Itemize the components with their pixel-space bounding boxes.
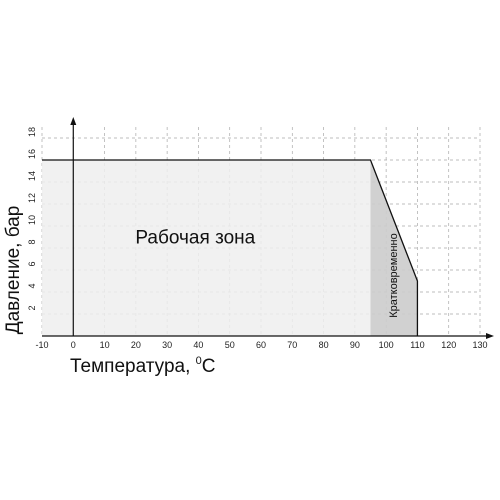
short-term-zone-area [370,160,418,336]
working-zone-area [42,160,371,336]
x-tick-label: 100 [379,340,394,350]
y-tick-label: 14 [27,171,37,181]
x-tick-label: 0 [71,340,76,350]
x-tick-label: 90 [350,340,360,350]
x-tick-label: 130 [472,340,487,350]
x-tick-label: 80 [319,340,329,350]
x-tick-label: 110 [410,340,424,350]
x-tick-label: -10 [35,340,48,350]
boundary-line [42,159,419,336]
y-tick-label: 16 [27,149,37,159]
x-tick-labels: -10 0 10 20 30 40 50 60 70 80 90 100 110 120 130 [35,340,487,350]
y-tick-label: 10 [27,215,37,225]
y-axis-label: Давление, бар [3,206,24,335]
short-term-zone-label: Кратковременно [388,233,400,318]
x-tick-label: 30 [162,340,172,350]
y-tick-label: 8 [27,239,37,244]
working-zone-label: Рабочая зона [135,228,255,249]
x-tick-label: 20 [131,340,141,350]
y-tick-label: 2 [27,305,37,310]
x-tick-label: 60 [256,340,266,350]
y-axis-arrow [70,117,77,125]
x-tick-label: 50 [225,340,235,350]
axes [42,117,494,339]
x-axis-arrow [486,333,494,339]
x-tick-label: 40 [193,340,203,350]
boundary [42,159,419,336]
y-tick-label: 12 [27,193,37,203]
x-tick-label: 10 [100,340,110,350]
x-tick-label: 120 [441,340,456,350]
x-tick-label: 70 [287,340,297,350]
y-tick-label: 6 [27,261,37,266]
x-axis-label-text: Температура, [70,356,196,377]
y-tick-labels: 2 4 6 8 10 12 14 16 18 [27,127,37,311]
x-axis-label-degree: 0 [196,355,202,367]
x-axis-label-unit: С [202,356,216,377]
y-tick-label: 4 [27,283,37,288]
x-axis-label: Температура, 0С [70,355,216,377]
zones [42,160,418,336]
y-tick-label: 18 [27,127,37,137]
